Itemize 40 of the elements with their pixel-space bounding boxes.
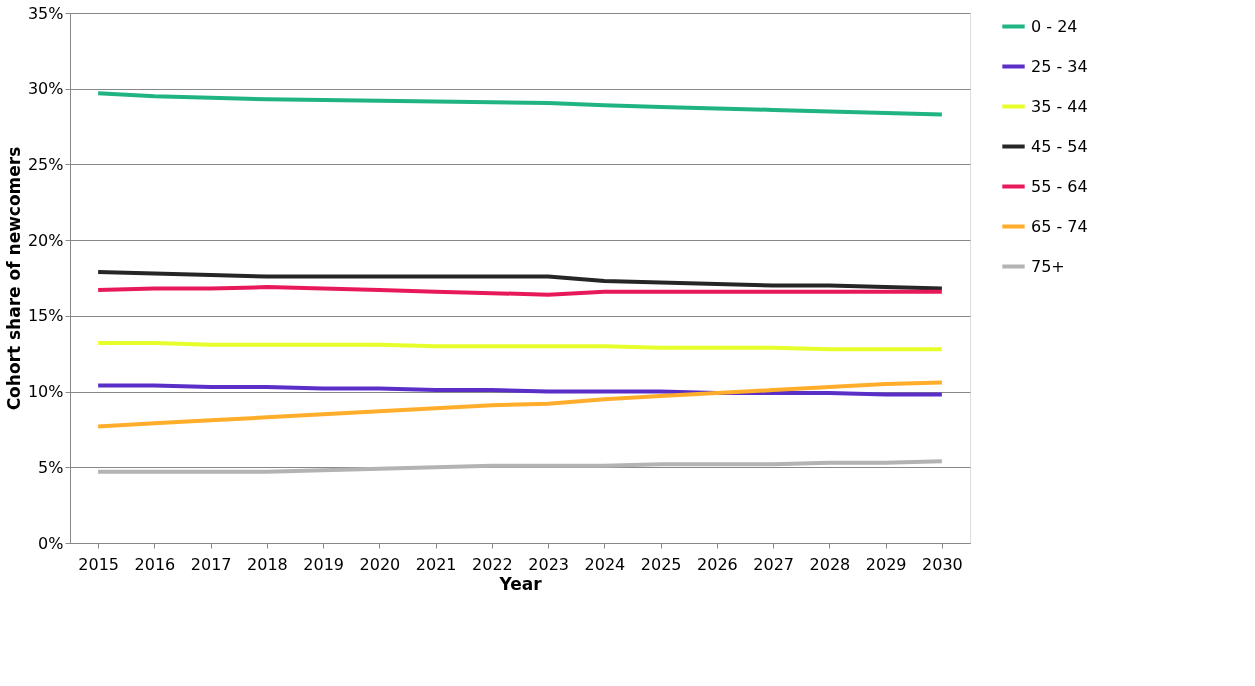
line-series bbox=[96, 269, 944, 291]
y-tick-label: 30% bbox=[27, 79, 64, 99]
line-series bbox=[96, 459, 944, 474]
x-tick-label: 2022 bbox=[472, 554, 513, 574]
line-series bbox=[96, 341, 944, 352]
y-tick-label: 35% bbox=[27, 3, 64, 23]
line-series bbox=[96, 383, 944, 397]
x-tick-label: 2015 bbox=[78, 554, 119, 574]
x-tick-label: 2030 bbox=[922, 554, 963, 574]
legend-label: 55 - 64 bbox=[1031, 176, 1088, 196]
legend-label: 65 - 74 bbox=[1031, 216, 1088, 236]
line-series bbox=[96, 380, 944, 429]
x-tick-label: 2018 bbox=[247, 554, 288, 574]
legend-label: 25 - 34 bbox=[1031, 56, 1088, 76]
line-series bbox=[96, 285, 944, 297]
y-tick-label: 25% bbox=[27, 154, 64, 174]
x-tick-label: 2028 bbox=[809, 554, 851, 574]
x-tick-label: 2025 bbox=[640, 554, 682, 574]
x-tick-label: 2026 bbox=[697, 554, 738, 574]
y-tick-label: 15% bbox=[27, 306, 64, 326]
x-tick-label: 2020 bbox=[359, 554, 401, 574]
x-tick-label: 2019 bbox=[303, 554, 344, 574]
legend-label: 35 - 44 bbox=[1031, 96, 1088, 116]
x-tick-label: 2029 bbox=[865, 554, 907, 574]
legend-label: 0 - 24 bbox=[1031, 16, 1078, 36]
y-tick-label: 10% bbox=[27, 382, 64, 402]
line-series bbox=[96, 91, 944, 117]
legend-label: 45 - 54 bbox=[1031, 136, 1088, 156]
x-tick-label: 2021 bbox=[415, 554, 457, 574]
y-tick-label: 20% bbox=[27, 230, 64, 250]
x-tick-label: 2017 bbox=[190, 554, 232, 574]
y-tick-label: 5% bbox=[38, 457, 64, 477]
x-axis-title: Year bbox=[498, 573, 543, 594]
x-tick-label: 2023 bbox=[528, 554, 569, 574]
y-tick-label: 0% bbox=[38, 533, 64, 553]
x-tick-label: 2016 bbox=[134, 554, 176, 574]
x-tick-label: 2024 bbox=[584, 554, 626, 574]
y-axis-title: Cohort share of newcomers bbox=[3, 146, 24, 411]
legend-label: 75+ bbox=[1031, 256, 1065, 276]
x-tick-label: 2027 bbox=[753, 554, 794, 574]
